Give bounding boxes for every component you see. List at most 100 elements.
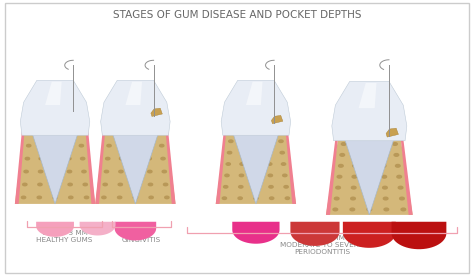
Circle shape <box>383 186 387 189</box>
Text: 5 MM - 9 MM
MODERATE TO SEVERE
PERIODONTITIS: 5 MM - 9 MM MODERATE TO SEVERE PERIODONT… <box>281 235 364 256</box>
Circle shape <box>29 118 33 121</box>
Polygon shape <box>95 118 106 204</box>
Polygon shape <box>233 132 279 204</box>
Text: STAGES OF GUM DISEASE AND POCKET DEPTHS: STAGES OF GUM DISEASE AND POCKET DEPTHS <box>113 10 361 20</box>
Circle shape <box>53 183 57 186</box>
Circle shape <box>226 163 230 165</box>
Circle shape <box>351 186 356 189</box>
Circle shape <box>21 196 26 199</box>
Circle shape <box>228 152 232 154</box>
Polygon shape <box>326 139 413 215</box>
Circle shape <box>367 197 372 200</box>
Circle shape <box>333 208 337 211</box>
Polygon shape <box>232 222 280 244</box>
Circle shape <box>240 163 244 165</box>
Circle shape <box>102 196 106 199</box>
Circle shape <box>340 153 345 156</box>
Polygon shape <box>45 82 62 105</box>
Circle shape <box>133 131 137 134</box>
Circle shape <box>120 144 124 147</box>
Circle shape <box>148 170 152 173</box>
Circle shape <box>107 144 111 147</box>
Circle shape <box>254 163 258 165</box>
Circle shape <box>53 157 57 160</box>
Circle shape <box>38 183 42 186</box>
Circle shape <box>53 170 57 173</box>
Polygon shape <box>336 125 367 139</box>
Polygon shape <box>95 113 175 204</box>
Circle shape <box>119 170 123 173</box>
Polygon shape <box>343 222 396 248</box>
Circle shape <box>269 185 273 188</box>
Circle shape <box>38 170 43 173</box>
Polygon shape <box>32 132 78 204</box>
Polygon shape <box>332 81 407 141</box>
Circle shape <box>393 143 397 145</box>
Circle shape <box>53 144 57 147</box>
Circle shape <box>148 183 153 186</box>
Circle shape <box>81 157 85 160</box>
Text: 1 MM - 3 MM
HEALTHY GUMS: 1 MM - 3 MM HEALTHY GUMS <box>36 230 93 243</box>
Polygon shape <box>151 108 162 116</box>
Circle shape <box>242 129 246 131</box>
Polygon shape <box>20 80 90 135</box>
Circle shape <box>65 118 69 121</box>
Circle shape <box>133 118 137 121</box>
Circle shape <box>224 185 228 188</box>
Polygon shape <box>15 113 95 204</box>
Polygon shape <box>216 124 296 204</box>
Circle shape <box>397 175 401 178</box>
Circle shape <box>238 197 242 200</box>
Circle shape <box>254 185 258 188</box>
Polygon shape <box>291 222 339 246</box>
Circle shape <box>225 174 229 177</box>
Circle shape <box>121 118 126 121</box>
Circle shape <box>367 164 372 167</box>
Polygon shape <box>104 105 134 118</box>
Polygon shape <box>359 83 376 108</box>
Circle shape <box>67 170 72 173</box>
Circle shape <box>241 140 246 142</box>
Circle shape <box>84 196 89 199</box>
Circle shape <box>83 183 87 186</box>
Circle shape <box>230 129 234 131</box>
Polygon shape <box>164 118 175 204</box>
Polygon shape <box>57 101 86 113</box>
Circle shape <box>254 197 258 200</box>
Polygon shape <box>257 113 287 125</box>
Circle shape <box>279 140 283 142</box>
Circle shape <box>146 144 151 147</box>
Polygon shape <box>392 222 447 249</box>
Circle shape <box>401 208 406 211</box>
Circle shape <box>282 163 286 165</box>
Circle shape <box>66 144 70 147</box>
Circle shape <box>284 185 288 188</box>
Circle shape <box>149 196 153 199</box>
Polygon shape <box>221 80 291 135</box>
Circle shape <box>118 183 122 186</box>
Circle shape <box>270 197 274 200</box>
Circle shape <box>351 197 356 200</box>
Polygon shape <box>115 222 156 240</box>
Polygon shape <box>326 139 338 215</box>
Polygon shape <box>344 138 394 215</box>
Circle shape <box>40 131 45 134</box>
Polygon shape <box>401 139 413 215</box>
Circle shape <box>382 175 387 178</box>
Circle shape <box>162 170 166 173</box>
Circle shape <box>383 197 388 200</box>
Circle shape <box>354 143 359 145</box>
Circle shape <box>41 118 46 121</box>
Circle shape <box>53 196 57 199</box>
Circle shape <box>53 131 57 134</box>
Circle shape <box>267 152 271 154</box>
Polygon shape <box>246 82 263 105</box>
Circle shape <box>384 208 389 211</box>
Circle shape <box>108 131 112 134</box>
Circle shape <box>67 157 71 160</box>
Circle shape <box>145 118 149 121</box>
Polygon shape <box>216 125 227 204</box>
Circle shape <box>39 157 43 160</box>
Circle shape <box>367 153 372 156</box>
Circle shape <box>239 174 244 177</box>
